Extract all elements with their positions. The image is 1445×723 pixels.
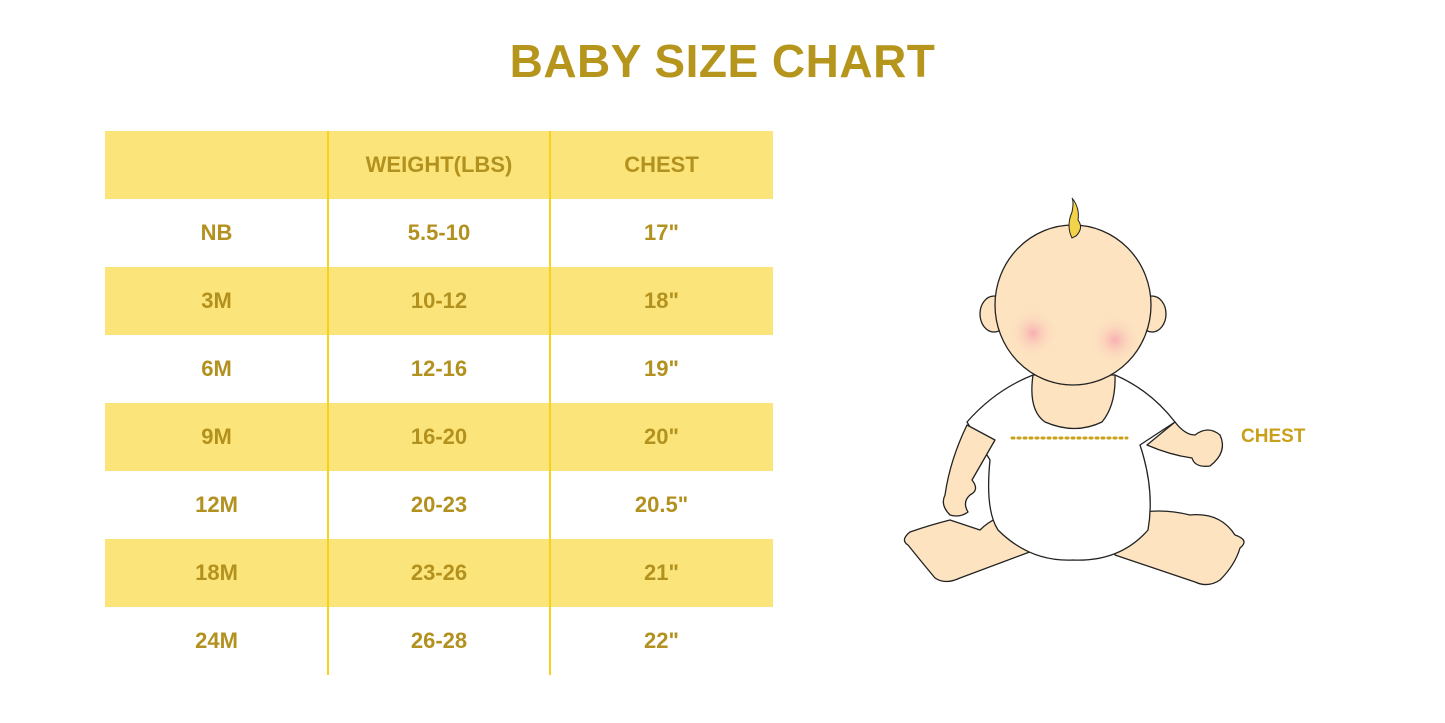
- weight-cell: 23-26: [410, 560, 468, 585]
- table-row: 9M 16-20 20": [105, 403, 773, 471]
- table-header-row: WEIGHT(LBS) CHEST: [105, 131, 773, 199]
- header-cell-chest: CHEST: [624, 152, 699, 177]
- hair-curl: [1068, 197, 1082, 239]
- weight-cell: 5.5-10: [407, 220, 471, 245]
- weight-cell: 20-23: [410, 492, 468, 517]
- header-cell: [105, 131, 328, 199]
- baby-illustration: [903, 197, 1245, 586]
- table-row: 12M 20-23 20.5": [105, 471, 773, 539]
- chest-cell: 20": [644, 424, 679, 449]
- column-divider: [549, 131, 551, 675]
- page-title: BABY SIZE CHART: [509, 35, 936, 87]
- size-cell: 12M: [195, 492, 238, 517]
- table-row: NB 5.5-10 17": [105, 199, 773, 267]
- size-cell: NB: [200, 220, 233, 245]
- weight-cell: 10-12: [410, 288, 468, 313]
- right-arm: [1146, 421, 1224, 467]
- header-cell-weight: WEIGHT(LBS): [365, 152, 513, 177]
- chest-cell: 22": [644, 628, 679, 653]
- size-cell: 9M: [201, 424, 232, 449]
- table-row: 18M 23-26 21": [105, 539, 773, 607]
- chest-cell: 21": [644, 560, 679, 585]
- weight-cell: 16-20: [410, 424, 468, 449]
- size-cell: 24M: [195, 628, 238, 653]
- column-divider: [327, 131, 329, 675]
- chest-cell: 20.5": [634, 492, 689, 517]
- table-row: 3M 10-12 18": [105, 267, 773, 335]
- left-arm: [942, 424, 996, 517]
- size-table: WEIGHT(LBS) CHEST NB 5.5-10 17" 3M 10-12…: [105, 131, 773, 675]
- chest-cell: 18": [644, 288, 679, 313]
- chest-cell: 19": [644, 356, 679, 381]
- table-row: 6M 12-16 19": [105, 335, 773, 403]
- neck: [1031, 374, 1116, 430]
- size-cell: 6M: [201, 356, 232, 381]
- size-cell: 3M: [201, 288, 232, 313]
- size-cell: 18M: [195, 560, 238, 585]
- chest-cell: 17": [644, 220, 679, 245]
- table-row: 24M 26-28 22": [105, 607, 773, 675]
- weight-cell: 26-28: [410, 628, 468, 653]
- weight-cell: 12-16: [410, 356, 468, 381]
- chest-label: CHEST: [1241, 426, 1306, 447]
